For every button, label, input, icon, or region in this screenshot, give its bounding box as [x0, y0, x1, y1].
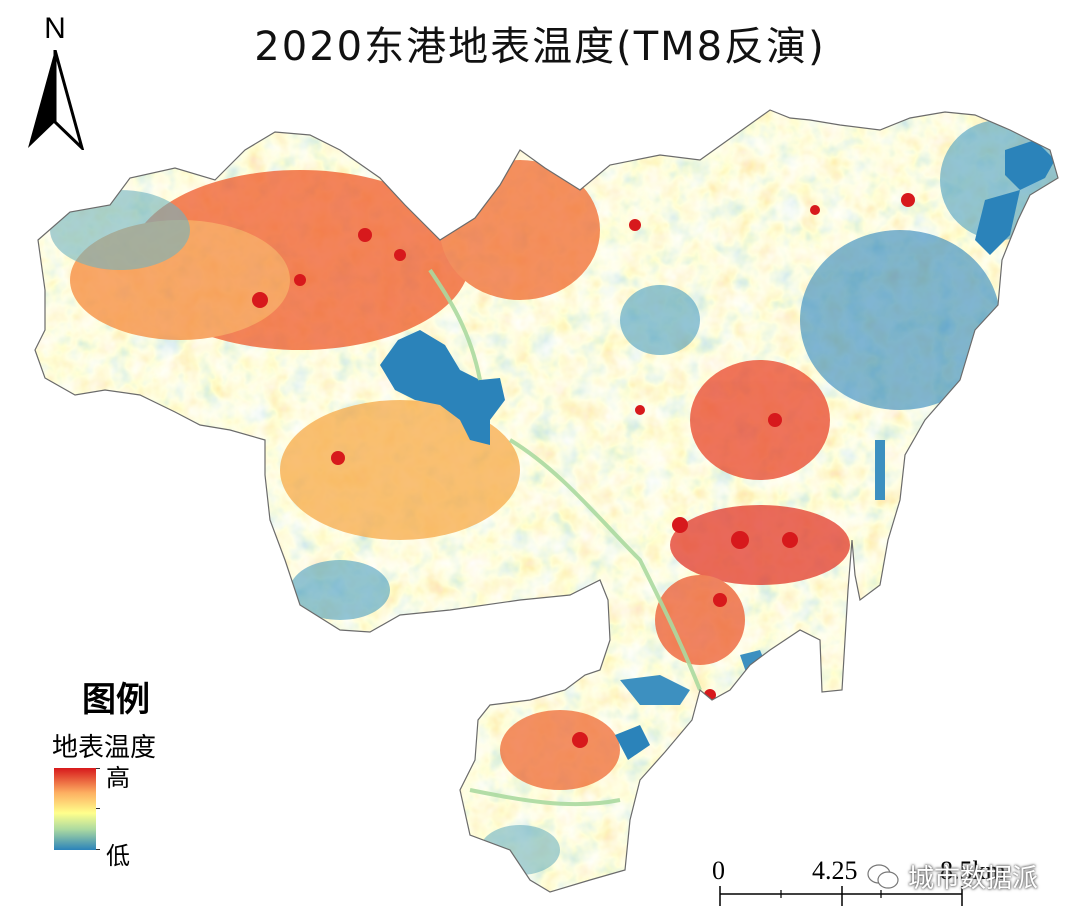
water-bodies [380, 140, 1055, 760]
rivers [428, 268, 702, 807]
hot-spots [252, 193, 915, 748]
map-title: 2020东港地表温度(TM8反演) [254, 24, 826, 70]
scale-unit: km [972, 856, 1006, 885]
north-arrow-icon [28, 50, 85, 150]
scale-bar-line [719, 886, 963, 906]
legend-tick-mid [96, 808, 100, 809]
legend-title: 图例 [82, 680, 150, 720]
scale-bar: 0 4.25 8.5km [700, 848, 1006, 918]
north-label: N [44, 12, 66, 45]
cool-zones [50, 120, 1058, 875]
region-raster [35, 110, 1058, 892]
wechat-icon [867, 864, 899, 889]
legend-high-label: 高 [106, 764, 130, 792]
scale-label-end-value: 8.5 [940, 856, 973, 885]
north-arrow: N [24, 12, 94, 150]
legend-tick-top [96, 768, 100, 769]
legend-field: 地表温度 [52, 733, 157, 763]
legend-tick-bottom [96, 849, 100, 850]
scale-label-end: 8.5km [940, 856, 1006, 886]
watermark-text: 城市数据派 [908, 864, 1039, 894]
scale-label-0: 0 [712, 856, 725, 885]
legend-low-label: 低 [106, 842, 130, 870]
legend-color-ramp [54, 768, 96, 850]
scale-label-mid: 4.25 [812, 856, 858, 885]
